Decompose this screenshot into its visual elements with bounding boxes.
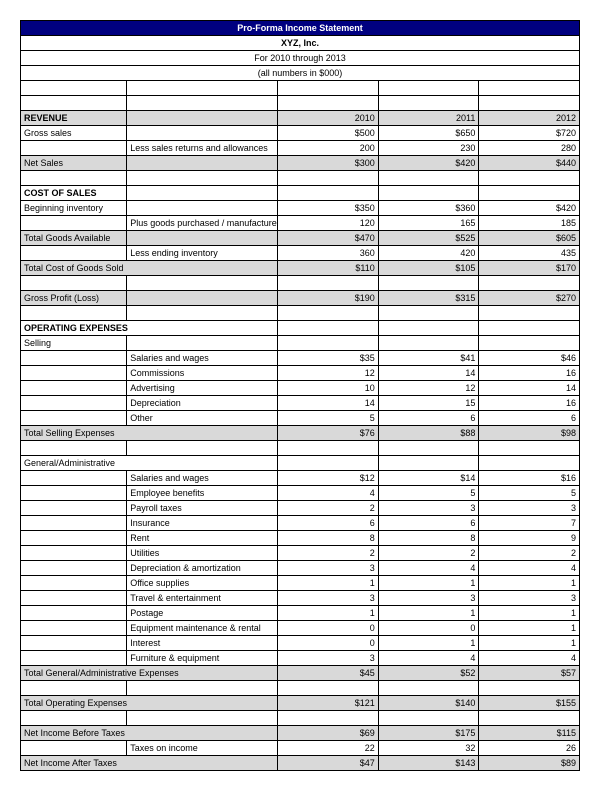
- row-label: Commissions: [127, 366, 278, 381]
- row-label: Employee benefits: [127, 486, 278, 501]
- row-label: Total Cost of Goods Sold: [21, 261, 278, 276]
- row-label: Travel & entertainment: [127, 591, 278, 606]
- row-label: Salaries and wages: [127, 471, 278, 486]
- subsection-selling: Selling: [21, 336, 127, 351]
- section-opex: OPERATING EXPENSES: [21, 321, 278, 336]
- row-label: Net Income Before Taxes: [21, 726, 278, 741]
- row-label: Postage: [127, 606, 278, 621]
- row-label: Total Selling Expenses: [21, 426, 278, 441]
- row-label: Furniture & equipment: [127, 651, 278, 666]
- row-label: Salaries and wages: [127, 351, 278, 366]
- row-label: Less ending inventory: [127, 246, 278, 261]
- row-label: Depreciation: [127, 396, 278, 411]
- income-statement-table: Pro-Forma Income Statement XYZ, Inc. For…: [20, 20, 580, 771]
- row-label: Beginning inventory: [21, 201, 127, 216]
- row-label: Gross Profit (Loss): [21, 291, 127, 306]
- row-label: Gross sales: [21, 126, 127, 141]
- note: (all numbers in $000): [21, 66, 580, 81]
- year-3: 2012: [479, 111, 580, 126]
- row-label: Net Sales: [21, 156, 127, 171]
- row-label: Total Goods Available: [21, 231, 127, 246]
- company-name: XYZ, Inc.: [21, 36, 580, 51]
- row-label: Total Operating Expenses: [21, 696, 278, 711]
- row-label: Advertising: [127, 381, 278, 396]
- row-label: Rent: [127, 531, 278, 546]
- row-label: Office supplies: [127, 576, 278, 591]
- row-label: Depreciation & amortization: [127, 561, 278, 576]
- year-2: 2011: [378, 111, 479, 126]
- row-label: Total General/Administrative Expenses: [21, 666, 278, 681]
- subsection-genadmin: General/Administrative: [21, 456, 278, 471]
- row-label: Net Income After Taxes: [21, 756, 278, 771]
- row-label: Less sales returns and allowances: [127, 141, 278, 156]
- section-revenue: REVENUE: [21, 111, 127, 126]
- row-label: Other: [127, 411, 278, 426]
- period: For 2010 through 2013: [21, 51, 580, 66]
- row-label: Taxes on income: [127, 741, 278, 756]
- section-cost-of-sales: COST OF SALES: [21, 186, 127, 201]
- row-label: Equipment maintenance & rental: [127, 621, 278, 636]
- year-1: 2010: [278, 111, 379, 126]
- row-label: Interest: [127, 636, 278, 651]
- row-label: Utilities: [127, 546, 278, 561]
- row-label: Payroll taxes: [127, 501, 278, 516]
- row-label: Insurance: [127, 516, 278, 531]
- row-label: Plus goods purchased / manufactured: [127, 216, 278, 231]
- title-bar: Pro-Forma Income Statement: [21, 21, 580, 36]
